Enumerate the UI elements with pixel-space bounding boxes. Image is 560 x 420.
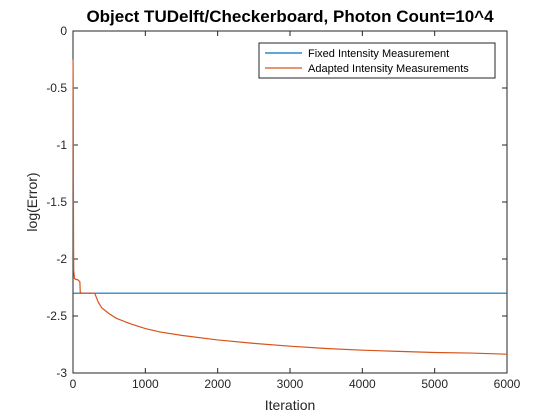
x-tick-label: 3000	[277, 377, 304, 391]
x-tick-label: 4000	[349, 377, 376, 391]
x-tick-label: 5000	[421, 377, 448, 391]
legend-entry: Fixed Intensity Measurement	[308, 48, 449, 60]
legend: Fixed Intensity Measurement Adapted Inten…	[258, 42, 496, 79]
axes-box	[72, 30, 508, 374]
series-line-2	[72, 59, 508, 355]
y-axis-label: log(Error)	[24, 172, 40, 231]
y-tick-label: -0.5	[46, 81, 67, 95]
x-axis-label: Iteration	[265, 397, 316, 413]
x-tick-label: 6000	[494, 377, 521, 391]
plot-area: 0 1000 2000 3000 4000 5000 6000 0 -0.5 -1 -1.5 -2 -2…	[46, 24, 520, 391]
x-tick-label: 0	[70, 377, 77, 391]
y-tick-label: -2	[56, 252, 67, 266]
chart-title: Object TUDelft/Checkerboard, Photon Coun…	[86, 7, 494, 26]
x-tick-label: 2000	[204, 377, 231, 391]
legend-entry: Adapted Intensity Measurements	[308, 63, 469, 75]
y-tick-label: -3	[56, 366, 67, 380]
y-tick-label: -2.5	[46, 309, 67, 323]
y-tick-label: 0	[60, 24, 67, 38]
y-tick-label: -1	[56, 138, 67, 152]
y-tick-label: -1.5	[46, 195, 67, 209]
legend-box	[258, 42, 496, 79]
x-tick-label: 1000	[132, 377, 159, 391]
